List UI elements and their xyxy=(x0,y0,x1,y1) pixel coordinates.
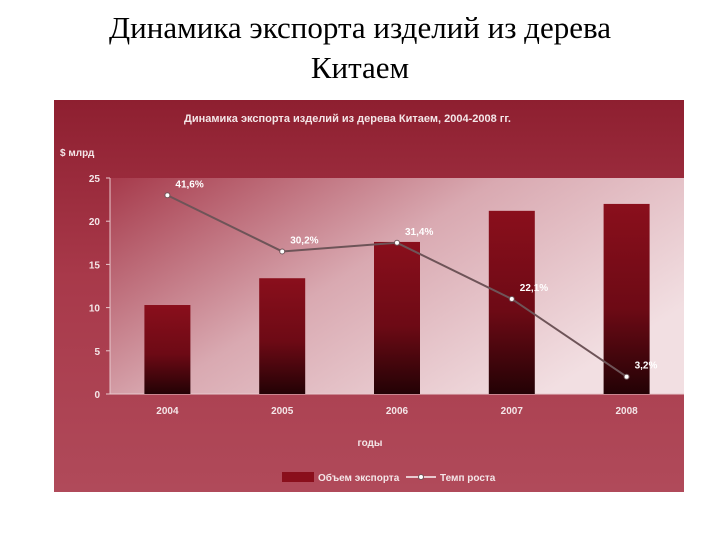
legend: Объем экспорта Темп роста xyxy=(282,472,496,484)
growth-point xyxy=(623,373,630,380)
growth-point xyxy=(279,248,286,255)
bar xyxy=(488,210,535,394)
y-tick-label: 5 xyxy=(94,347,100,358)
x-tick-label: 2005 xyxy=(271,406,294,417)
x-tick-label: 2006 xyxy=(386,406,409,417)
growth-data-label: 31,4% xyxy=(405,227,433,238)
chart-panel: Динамика экспорта изделий из дерева Кита… xyxy=(54,100,684,492)
export-chart: Динамика экспорта изделий из дерева Кита… xyxy=(54,100,684,492)
chart-title: Динамика экспорта изделий из дерева Кита… xyxy=(184,113,511,125)
y-tick-label: 10 xyxy=(89,304,101,315)
legend-bar-swatch xyxy=(282,472,314,482)
y-tick-label: 0 xyxy=(94,390,100,401)
growth-data-label: 41,6% xyxy=(175,179,203,190)
x-tick-label: 2004 xyxy=(156,406,179,417)
slide-title-line2: Китаем xyxy=(310,50,410,85)
y-tick-label: 25 xyxy=(89,174,101,185)
growth-point xyxy=(508,295,515,302)
y-axis-label: $ млрд xyxy=(60,148,95,159)
legend-bar-label: Объем экспорта xyxy=(318,472,400,484)
x-tick-label: 2008 xyxy=(615,406,638,417)
slide-title: Динамика экспорта изделий из дерева Кита… xyxy=(0,8,720,88)
bars-group xyxy=(144,203,650,394)
bar xyxy=(259,278,306,394)
bar xyxy=(144,305,191,394)
growth-line-group: 41,6% 30,2% 31,4% 22,1% 3,2% xyxy=(164,179,658,380)
x-tick-label: 2007 xyxy=(501,406,524,417)
growth-point xyxy=(164,192,171,199)
growth-point xyxy=(394,239,400,246)
legend-line-label: Темп роста xyxy=(440,473,496,484)
growth-data-label: 3,2% xyxy=(635,361,658,372)
growth-data-label: 22,1% xyxy=(520,283,548,294)
y-tick-label: 20 xyxy=(89,217,101,228)
y-tick-label: 15 xyxy=(89,260,101,271)
growth-data-label: 30,2% xyxy=(290,235,318,246)
legend-line-marker xyxy=(418,474,424,480)
bar xyxy=(603,203,650,394)
x-axis-label: годы xyxy=(358,438,383,449)
bar xyxy=(374,241,420,394)
axes: 0 5 10 15 20 25 2004 2005 2006 2007 2008 xyxy=(89,174,684,417)
slide-title-line1: Динамика экспорта изделий из дерева xyxy=(109,10,611,45)
